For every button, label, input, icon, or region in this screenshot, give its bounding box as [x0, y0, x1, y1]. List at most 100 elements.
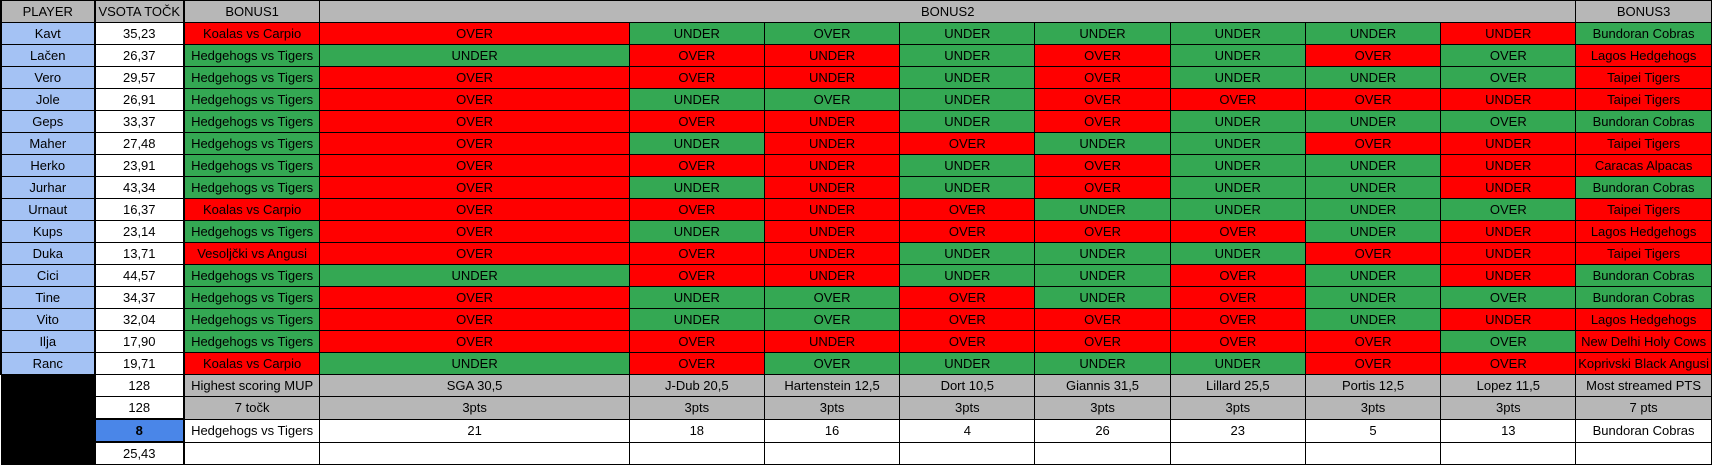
points-sum-cell[interactable]: 32,04: [93, 308, 186, 331]
bonus2-pick-cell[interactable]: OVER: [899, 286, 1036, 309]
player-name-cell[interactable]: Cici: [0, 264, 96, 287]
bonus2-pick-cell[interactable]: UNDER: [1304, 176, 1442, 199]
empty-cell[interactable]: [1169, 441, 1306, 465]
points-value-cell[interactable]: 7 točk: [183, 396, 321, 420]
bonus3-pick-cell[interactable]: Lagos Hedgehogs: [1575, 220, 1712, 243]
bonus1-pick-cell[interactable]: Hedgehogs vs Tigers: [183, 264, 321, 287]
bonus3-pick-cell[interactable]: Taipei Tigers: [1575, 88, 1712, 111]
result-cell[interactable]: 26: [1034, 418, 1171, 443]
bonus2-pick-cell[interactable]: UNDER: [1034, 198, 1171, 221]
player-name-cell[interactable]: Kups: [0, 220, 96, 243]
points-value-cell[interactable]: 3pts: [319, 396, 630, 420]
bonus1-pick-cell[interactable]: Hedgehogs vs Tigers: [183, 220, 321, 243]
empty-cell[interactable]: [628, 441, 765, 465]
points-sum-cell[interactable]: 43,34: [93, 176, 186, 199]
player-name-cell[interactable]: Maher: [0, 132, 96, 155]
bonus3-pick-cell[interactable]: Koprivski Black Angusi: [1575, 352, 1712, 375]
bonus2-pick-cell[interactable]: UNDER: [1440, 176, 1577, 199]
bonus2-pick-cell[interactable]: OVER: [319, 198, 630, 221]
bonus1-pick-cell[interactable]: Vesoljčki vs Angusi: [183, 242, 321, 265]
bonus2-pick-cell[interactable]: UNDER: [763, 330, 901, 353]
count-cell[interactable]: 8: [93, 418, 186, 443]
bonus2-pick-cell[interactable]: OVER: [628, 44, 765, 67]
question-cell[interactable]: Portis 12,5: [1304, 374, 1442, 397]
bonus1-pick-cell[interactable]: Hedgehogs vs Tigers: [183, 44, 321, 67]
player-name-cell[interactable]: Lačen: [0, 44, 96, 67]
bonus2-pick-cell[interactable]: OVER: [1304, 352, 1442, 375]
bonus2-pick-cell[interactable]: UNDER: [1169, 22, 1306, 45]
bonus2-pick-cell[interactable]: OVER: [1440, 198, 1577, 221]
bonus2-pick-cell[interactable]: UNDER: [628, 286, 765, 309]
bonus2-pick-cell[interactable]: OVER: [899, 198, 1036, 221]
bonus2-pick-cell[interactable]: UNDER: [1304, 308, 1442, 331]
result-cell[interactable]: 16: [763, 418, 901, 443]
bonus2-pick-cell[interactable]: UNDER: [1440, 264, 1577, 287]
empty-cell[interactable]: [319, 441, 630, 465]
bonus2-pick-cell[interactable]: UNDER: [1169, 110, 1306, 133]
bonus2-pick-cell[interactable]: OVER: [319, 88, 630, 111]
bonus3-pick-cell[interactable]: Taipei Tigers: [1575, 198, 1712, 221]
bonus2-pick-cell[interactable]: OVER: [899, 220, 1036, 243]
bonus1-pick-cell[interactable]: Hedgehogs vs Tigers: [183, 132, 321, 155]
bonus2-pick-cell[interactable]: UNDER: [1034, 286, 1171, 309]
bonus2-pick-cell[interactable]: UNDER: [899, 44, 1036, 67]
bonus2-pick-cell[interactable]: OVER: [628, 352, 765, 375]
empty-cell[interactable]: [899, 441, 1036, 465]
points-value-cell[interactable]: 3pts: [1169, 396, 1306, 420]
bonus2-pick-cell[interactable]: OVER: [899, 308, 1036, 331]
bonus2-pick-cell[interactable]: OVER: [628, 242, 765, 265]
player-name-cell[interactable]: Jole: [0, 88, 96, 111]
bonus2-pick-cell[interactable]: UNDER: [1440, 132, 1577, 155]
header-bonus3[interactable]: BONUS3: [1575, 0, 1712, 23]
bonus1-pick-cell[interactable]: Hedgehogs vs Tigers: [183, 330, 321, 353]
points-value-cell[interactable]: 7 pts: [1575, 396, 1712, 420]
player-name-cell[interactable]: Vero: [0, 66, 96, 89]
bonus2-pick-cell[interactable]: OVER: [1304, 44, 1442, 67]
bonus2-pick-cell[interactable]: OVER: [1034, 44, 1171, 67]
header-player[interactable]: PLAYER: [0, 0, 96, 23]
bonus2-pick-cell[interactable]: UNDER: [1169, 242, 1306, 265]
bonus2-pick-cell[interactable]: UNDER: [628, 132, 765, 155]
bonus2-pick-cell[interactable]: OVER: [319, 132, 630, 155]
bonus3-pick-cell[interactable]: Lagos Hedgehogs: [1575, 44, 1712, 67]
bonus2-pick-cell[interactable]: UNDER: [1169, 44, 1306, 67]
player-name-cell[interactable]: Duka: [0, 242, 96, 265]
points-sum-cell[interactable]: 27,48: [93, 132, 186, 155]
bonus2-pick-cell[interactable]: UNDER: [1034, 242, 1171, 265]
result-cell[interactable]: 5: [1304, 418, 1442, 443]
bonus2-pick-cell[interactable]: OVER: [899, 132, 1036, 155]
player-name-cell[interactable]: Vito: [0, 308, 96, 331]
bonus2-pick-cell[interactable]: UNDER: [899, 176, 1036, 199]
bonus2-pick-cell[interactable]: UNDER: [763, 176, 901, 199]
bonus2-pick-cell[interactable]: UNDER: [1034, 22, 1171, 45]
bonus2-pick-cell[interactable]: OVER: [319, 286, 630, 309]
points-value-cell[interactable]: 3pts: [899, 396, 1036, 420]
bonus2-pick-cell[interactable]: OVER: [1034, 88, 1171, 111]
header-bonus1[interactable]: BONUS1: [183, 0, 321, 23]
bonus2-pick-cell[interactable]: OVER: [1440, 66, 1577, 89]
bonus2-pick-cell[interactable]: UNDER: [899, 154, 1036, 177]
bonus2-pick-cell[interactable]: OVER: [319, 22, 630, 45]
bonus2-pick-cell[interactable]: OVER: [1169, 330, 1306, 353]
player-name-cell[interactable]: Ranc: [0, 352, 96, 375]
bonus2-pick-cell[interactable]: UNDER: [1440, 88, 1577, 111]
bonus2-pick-cell[interactable]: UNDER: [628, 88, 765, 111]
bonus2-pick-cell[interactable]: UNDER: [1304, 220, 1442, 243]
bonus2-pick-cell[interactable]: UNDER: [319, 264, 630, 287]
bonus2-pick-cell[interactable]: UNDER: [1304, 22, 1442, 45]
points-total-cell[interactable]: 128: [93, 396, 186, 420]
bonus2-pick-cell[interactable]: UNDER: [1440, 242, 1577, 265]
bonus1-pick-cell[interactable]: Hedgehogs vs Tigers: [183, 110, 321, 133]
points-sum-cell[interactable]: 34,37: [93, 286, 186, 309]
bonus2-pick-cell[interactable]: OVER: [628, 264, 765, 287]
bonus2-pick-cell[interactable]: UNDER: [763, 220, 901, 243]
bonus2-pick-cell[interactable]: UNDER: [1440, 154, 1577, 177]
bonus2-pick-cell[interactable]: UNDER: [1169, 132, 1306, 155]
bonus2-pick-cell[interactable]: UNDER: [1169, 66, 1306, 89]
bonus2-pick-cell[interactable]: UNDER: [1304, 110, 1442, 133]
bonus2-pick-cell[interactable]: UNDER: [1034, 132, 1171, 155]
bonus2-pick-cell[interactable]: UNDER: [1304, 264, 1442, 287]
result-cell[interactable]: 18: [628, 418, 765, 443]
bonus2-pick-cell[interactable]: UNDER: [1034, 352, 1171, 375]
result-cell[interactable]: Hedgehogs vs Tigers: [183, 418, 321, 443]
